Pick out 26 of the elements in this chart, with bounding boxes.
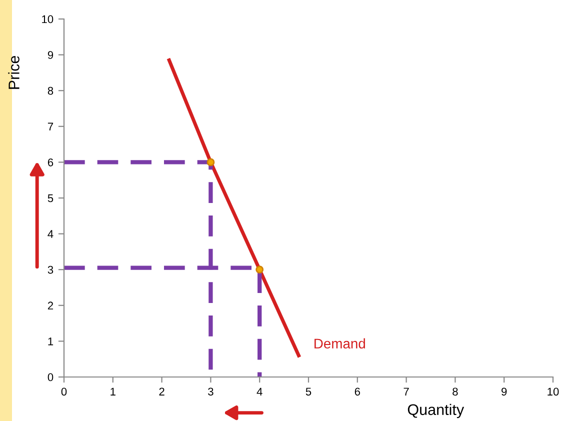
y-tick-label: 5 (48, 194, 54, 202)
x-tick-label: 2 (159, 388, 164, 396)
x-tick-label: 5 (306, 388, 312, 396)
y-tick-label: 9 (48, 51, 54, 59)
y-tick-label: 8 (48, 86, 54, 95)
x-tick-label: 7 (404, 388, 409, 396)
line-series (167, 58, 300, 358)
x-tick-label: 0 (61, 388, 67, 396)
y-tick-label: 7 (48, 122, 54, 130)
y-axis-title: Price (8, 56, 20, 89)
y-tick-label: 10 (42, 15, 54, 24)
y-tick-label: 0 (48, 373, 54, 382)
x-tick-label: 10 (548, 388, 559, 396)
x-tick-label: 8 (452, 388, 458, 396)
y-tick-label: 1 (48, 338, 54, 346)
y-tick-label: 4 (48, 230, 54, 238)
x-tick-label: 3 (208, 388, 214, 396)
x-tick-label: 4 (256, 388, 262, 396)
annotation: Demand (314, 338, 365, 349)
y-tick-label: 2 (48, 302, 54, 310)
x-tick-label: 1 (110, 388, 116, 396)
x-tick-label: 6 (354, 388, 360, 396)
y-tick-label: 6 (48, 158, 54, 166)
y-tick-label: 3 (48, 266, 54, 274)
x-axis-title: Quantity (408, 404, 464, 418)
x-tick-label: 9 (502, 388, 507, 396)
